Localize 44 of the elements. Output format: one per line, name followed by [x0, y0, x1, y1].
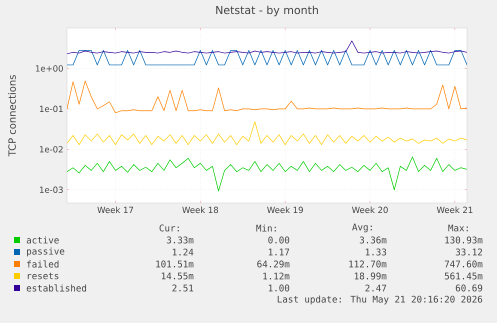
text: 130.93m	[445, 236, 482, 244]
text: 33.12	[456, 248, 482, 256]
text: 101.51m	[156, 260, 194, 268]
y-tick-label: 1e-03	[40, 186, 63, 193]
text: 2.51	[172, 284, 194, 292]
text: 3.36m	[360, 236, 386, 244]
legend-label: failed	[27, 260, 58, 268]
text: Avg:	[352, 224, 372, 232]
text: 18.99m	[354, 272, 386, 280]
line-series	[67, 121, 467, 146]
y-tick-label: 1e-01	[40, 106, 63, 112]
text: 1.12m	[263, 272, 290, 280]
text: 747.60m	[444, 260, 482, 268]
text: Min:	[256, 224, 276, 232]
x-tick-label: Week 17	[97, 206, 134, 214]
text: Max:	[448, 224, 468, 232]
x-tick-label: Week 21	[436, 206, 472, 214]
text: 2.47	[365, 284, 386, 292]
legend-label: active	[26, 236, 59, 244]
y-tick-label: 1e+00	[36, 65, 63, 72]
text: Cur:	[160, 224, 179, 232]
text: 14.55m	[162, 272, 194, 280]
text: 112.70m	[349, 260, 386, 268]
text: 60.69	[456, 284, 482, 292]
text: Last update: Thu May 21 20:16:20 2026	[278, 296, 482, 304]
line-series	[67, 156, 467, 192]
legend-label: passive	[27, 248, 64, 256]
x-tick-label: Week 18	[182, 206, 218, 214]
text: 0.00	[268, 236, 290, 244]
text: 3.33m	[166, 236, 194, 244]
y-axis-title: TCP connections	[8, 75, 16, 156]
legend-label: resets	[28, 272, 58, 280]
chart-title: Netstat - by month	[216, 6, 318, 16]
text: 64.29m	[257, 260, 290, 268]
legend-label: established	[26, 284, 86, 292]
text: 1.24	[172, 248, 194, 256]
y-tick-label: 1e-02	[40, 146, 63, 153]
x-tick-label: Week 19	[267, 206, 303, 214]
x-tick-label: Week 20	[352, 206, 388, 214]
text: 561.45m	[444, 272, 482, 280]
line-series	[67, 40, 467, 54]
text: 1.17	[268, 248, 290, 256]
text: 1.00	[268, 284, 290, 292]
text: 1.33	[366, 248, 386, 256]
